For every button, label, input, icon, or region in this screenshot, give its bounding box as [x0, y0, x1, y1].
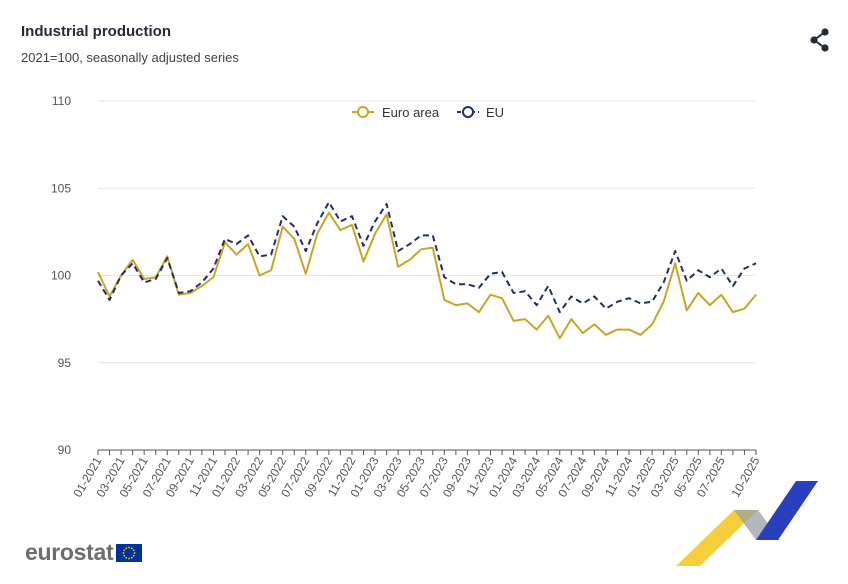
- flag-star: [123, 554, 126, 557]
- legend-marker: [357, 106, 369, 118]
- x-tick-label: 10-2025: [728, 454, 762, 499]
- chart-series: [97, 201, 757, 340]
- flag-star: [125, 556, 128, 559]
- flag-star: [128, 557, 131, 559]
- chart-grid: [98, 100, 756, 364]
- flag-star: [123, 548, 126, 551]
- eurostat-ribbon-graphic: [676, 481, 818, 566]
- legend-marker: [462, 106, 474, 118]
- flag-star: [133, 551, 136, 554]
- share-icon[interactable]: [806, 26, 834, 54]
- flag-star: [122, 551, 125, 554]
- chart-subtitle: 2021=100, seasonally adjusted series: [21, 50, 239, 65]
- flag-star: [131, 546, 133, 549]
- y-tick-label: 105: [51, 181, 71, 195]
- legend-label: Euro area: [382, 105, 440, 120]
- flag-star: [125, 546, 128, 549]
- flag-star: [133, 554, 136, 557]
- legend-item-eu[interactable]: EU: [457, 105, 504, 120]
- flag-star: [128, 546, 131, 548]
- y-tick-label: 110: [52, 94, 71, 108]
- legend-item-euro-area[interactable]: Euro area: [352, 105, 440, 120]
- legend-label: EU: [486, 105, 504, 120]
- y-tick-label: 95: [58, 356, 72, 370]
- y-tick-label: 90: [58, 443, 72, 457]
- eurostat-logo: eurostat: [25, 539, 143, 566]
- series-line-eu: [97, 201, 757, 314]
- chart-title: Industrial production: [21, 23, 171, 40]
- chart-legend: Euro area EU: [352, 105, 504, 120]
- eu-flag-icon: [116, 543, 143, 562]
- brand-name: eurostat: [25, 539, 114, 565]
- series-line-euro-area: [97, 211, 757, 340]
- y-tick-label: 100: [51, 269, 71, 283]
- flag-star: [131, 556, 133, 559]
- flag-star: [133, 548, 136, 551]
